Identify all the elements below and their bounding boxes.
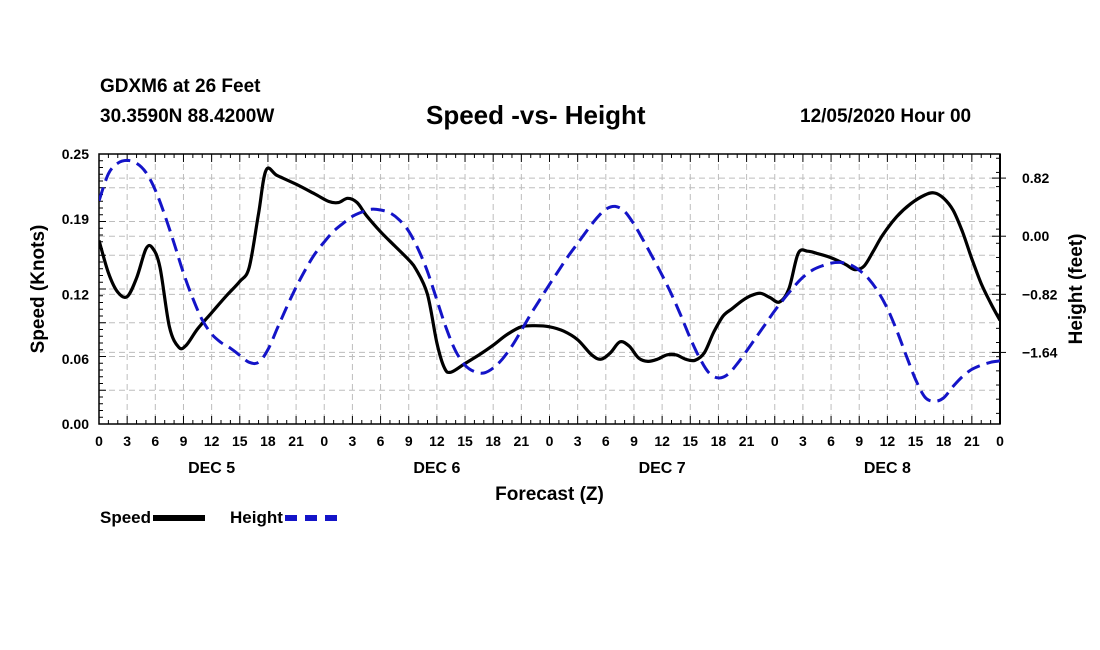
x-tick-label: 12 [204,433,220,449]
x-tick-label: 6 [602,433,610,449]
x-day-label: DEC 6 [413,460,460,477]
legend-height-swatch [284,515,337,521]
x-tick-label: 21 [288,433,304,449]
x-tick-label: 15 [682,433,698,449]
y-left-tick-label: 0.06 [62,351,89,367]
x-tick-label: 21 [739,433,755,449]
x-tick-label: 6 [827,433,835,449]
x-tick-label: 9 [180,433,188,449]
y-right-tick-label: 0.82 [1022,170,1049,186]
x-tick-label: 12 [429,433,445,449]
y-left-tick-label: 0.12 [62,286,89,302]
x-tick-label: 18 [485,433,501,449]
x-tick-label: 0 [95,433,103,449]
legend-height-label: Height [230,508,283,527]
y-left-axis-title: Speed (Knots) [28,225,49,354]
legend-speed-swatch [153,515,206,521]
y-left-tick-label: 0.00 [62,416,89,432]
x-tick-label: 15 [908,433,924,449]
x-tick-label: 18 [936,433,952,449]
series-line-speed [99,166,1000,375]
y-left-tick-label: 0.19 [62,211,89,227]
x-tick-label: 3 [123,433,131,449]
y-right-tick-label: 0.00 [1022,228,1049,244]
y-left-tick-label: 0.25 [62,146,89,162]
x-tick-label: 3 [574,433,582,449]
legend-speed-label: Speed [100,508,152,527]
coordinates-label: 30.3590N 88.4200W [100,106,275,127]
x-day-label: DEC 7 [639,460,686,477]
date-label: 12/05/2020 Hour 00 [800,106,972,127]
legend-speed: Speed [100,508,206,528]
x-tick-label: 12 [880,433,896,449]
x-tick-label: 9 [630,433,638,449]
legend-height: Height [230,508,337,528]
y-right-tick-label: −1.64 [1022,344,1058,360]
y-right-axis-title: Height (feet) [1066,234,1087,345]
x-tick-label: 3 [799,433,807,449]
x-tick-label: 21 [514,433,530,449]
x-tick-label: 18 [711,433,727,449]
x-tick-label: 18 [260,433,276,449]
x-tick-label: 3 [349,433,357,449]
series-line-height [99,158,1000,403]
y-right-tick-label: −0.82 [1022,286,1058,302]
x-tick-label: 6 [151,433,159,449]
x-tick-label: 6 [377,433,385,449]
x-tick-label: 0 [320,433,328,449]
x-tick-label: 0 [546,433,554,449]
x-tick-label: 0 [996,433,1004,449]
x-tick-label: 12 [654,433,670,449]
x-day-label: DEC 5 [188,460,235,477]
x-day-label: DEC 8 [864,460,911,477]
x-tick-label: 9 [855,433,863,449]
x-axis-title: Forecast (Z) [495,484,604,505]
x-tick-label: 9 [405,433,413,449]
x-tick-label: 15 [457,433,473,449]
station-label: GDXM6 at 26 Feet [100,76,261,97]
x-tick-label: 0 [771,433,779,449]
chart-title: Speed -vs- Height [426,100,646,130]
x-tick-label: 21 [964,433,980,449]
x-tick-label: 15 [232,433,248,449]
